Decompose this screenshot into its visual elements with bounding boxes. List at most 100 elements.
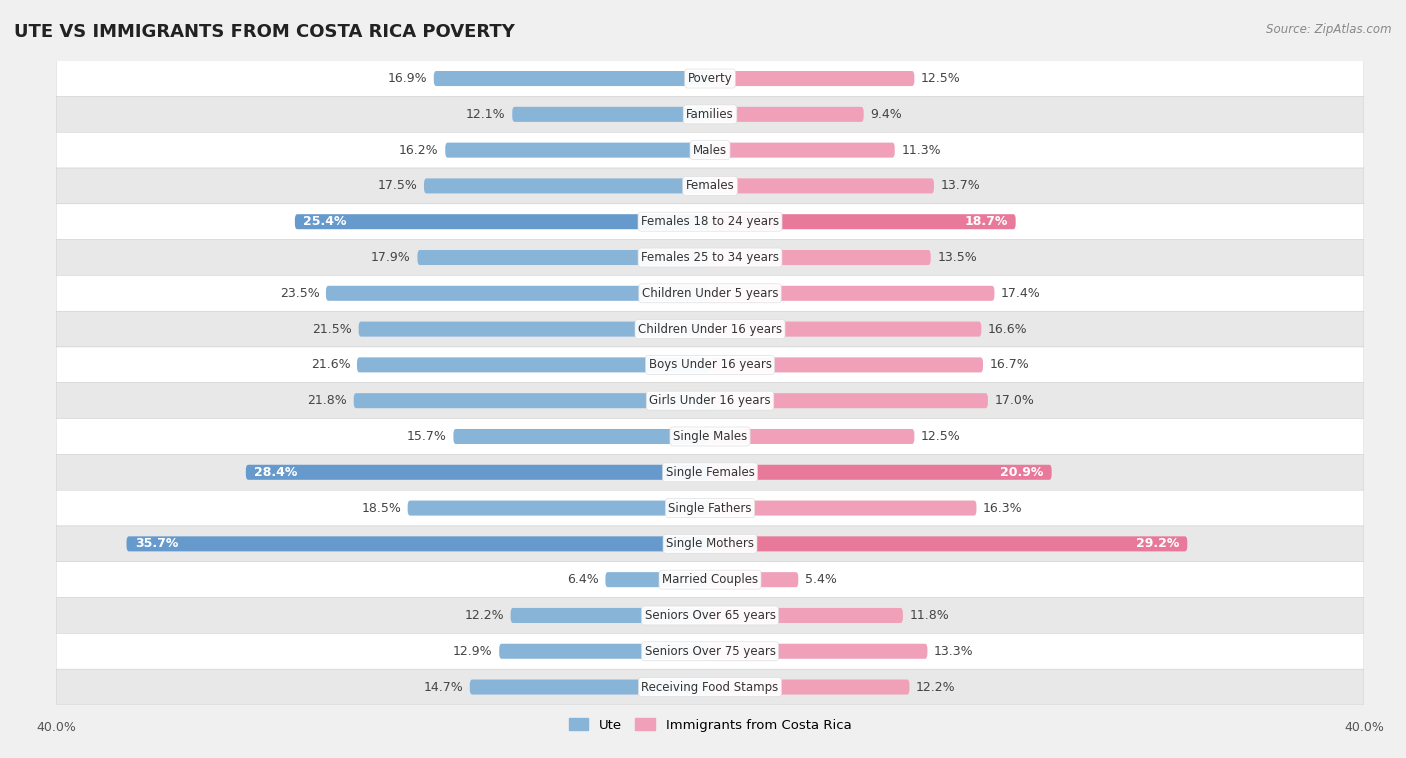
FancyBboxPatch shape xyxy=(710,429,914,444)
Text: 18.7%: 18.7% xyxy=(965,215,1008,228)
FancyBboxPatch shape xyxy=(357,357,710,372)
Text: 12.5%: 12.5% xyxy=(921,430,960,443)
Text: Single Females: Single Females xyxy=(665,465,755,479)
FancyBboxPatch shape xyxy=(499,644,710,659)
Legend: Ute, Immigrants from Costa Rica: Ute, Immigrants from Costa Rica xyxy=(564,713,856,737)
Text: Children Under 5 years: Children Under 5 years xyxy=(641,287,779,300)
Text: 28.4%: 28.4% xyxy=(254,465,298,479)
Text: 17.0%: 17.0% xyxy=(994,394,1035,407)
FancyBboxPatch shape xyxy=(56,347,1364,383)
Text: 35.7%: 35.7% xyxy=(135,537,179,550)
FancyBboxPatch shape xyxy=(710,107,863,122)
FancyBboxPatch shape xyxy=(56,383,1364,418)
Text: 18.5%: 18.5% xyxy=(361,502,401,515)
Text: 16.9%: 16.9% xyxy=(388,72,427,85)
FancyBboxPatch shape xyxy=(295,215,710,229)
FancyBboxPatch shape xyxy=(606,572,710,587)
Text: 12.5%: 12.5% xyxy=(921,72,960,85)
Text: 13.7%: 13.7% xyxy=(941,180,980,193)
Text: Males: Males xyxy=(693,143,727,157)
FancyBboxPatch shape xyxy=(56,240,1364,275)
Text: 13.3%: 13.3% xyxy=(934,645,973,658)
Text: UTE VS IMMIGRANTS FROM COSTA RICA POVERTY: UTE VS IMMIGRANTS FROM COSTA RICA POVERT… xyxy=(14,23,515,41)
FancyBboxPatch shape xyxy=(354,393,710,409)
FancyBboxPatch shape xyxy=(56,132,1364,168)
FancyBboxPatch shape xyxy=(56,275,1364,312)
Text: 9.4%: 9.4% xyxy=(870,108,903,121)
FancyBboxPatch shape xyxy=(453,429,710,444)
FancyBboxPatch shape xyxy=(56,669,1364,705)
FancyBboxPatch shape xyxy=(56,204,1364,240)
FancyBboxPatch shape xyxy=(127,537,710,551)
Text: 25.4%: 25.4% xyxy=(304,215,346,228)
Text: 23.5%: 23.5% xyxy=(280,287,319,300)
FancyBboxPatch shape xyxy=(446,143,710,158)
Text: 15.7%: 15.7% xyxy=(406,430,447,443)
Text: Married Couples: Married Couples xyxy=(662,573,758,586)
Text: 13.5%: 13.5% xyxy=(938,251,977,264)
Text: Children Under 16 years: Children Under 16 years xyxy=(638,323,782,336)
FancyBboxPatch shape xyxy=(246,465,710,480)
FancyBboxPatch shape xyxy=(434,71,710,86)
FancyBboxPatch shape xyxy=(710,608,903,623)
Text: Single Mothers: Single Mothers xyxy=(666,537,754,550)
FancyBboxPatch shape xyxy=(326,286,710,301)
FancyBboxPatch shape xyxy=(710,465,1052,480)
FancyBboxPatch shape xyxy=(56,490,1364,526)
Text: 17.5%: 17.5% xyxy=(378,180,418,193)
FancyBboxPatch shape xyxy=(510,608,710,623)
Text: Females 25 to 34 years: Females 25 to 34 years xyxy=(641,251,779,264)
Text: Girls Under 16 years: Girls Under 16 years xyxy=(650,394,770,407)
FancyBboxPatch shape xyxy=(710,178,934,193)
FancyBboxPatch shape xyxy=(56,418,1364,454)
Text: 29.2%: 29.2% xyxy=(1136,537,1180,550)
Text: Females: Females xyxy=(686,180,734,193)
FancyBboxPatch shape xyxy=(425,178,710,193)
FancyBboxPatch shape xyxy=(710,215,1015,229)
Text: 16.2%: 16.2% xyxy=(399,143,439,157)
Text: 21.8%: 21.8% xyxy=(308,394,347,407)
FancyBboxPatch shape xyxy=(710,143,894,158)
Text: 12.9%: 12.9% xyxy=(453,645,492,658)
Text: 11.3%: 11.3% xyxy=(901,143,941,157)
FancyBboxPatch shape xyxy=(710,572,799,587)
Text: Receiving Food Stamps: Receiving Food Stamps xyxy=(641,681,779,694)
FancyBboxPatch shape xyxy=(512,107,710,122)
Text: 12.2%: 12.2% xyxy=(915,681,956,694)
FancyBboxPatch shape xyxy=(56,634,1364,669)
Text: Single Fathers: Single Fathers xyxy=(668,502,752,515)
FancyBboxPatch shape xyxy=(56,96,1364,132)
Text: Boys Under 16 years: Boys Under 16 years xyxy=(648,359,772,371)
Text: 12.1%: 12.1% xyxy=(467,108,506,121)
FancyBboxPatch shape xyxy=(359,321,710,337)
Text: 21.5%: 21.5% xyxy=(312,323,352,336)
FancyBboxPatch shape xyxy=(418,250,710,265)
FancyBboxPatch shape xyxy=(56,526,1364,562)
Text: 16.7%: 16.7% xyxy=(990,359,1029,371)
FancyBboxPatch shape xyxy=(710,286,994,301)
Text: 6.4%: 6.4% xyxy=(567,573,599,586)
FancyBboxPatch shape xyxy=(710,679,910,694)
FancyBboxPatch shape xyxy=(470,679,710,694)
FancyBboxPatch shape xyxy=(56,61,1364,96)
FancyBboxPatch shape xyxy=(56,312,1364,347)
FancyBboxPatch shape xyxy=(56,597,1364,634)
FancyBboxPatch shape xyxy=(710,250,931,265)
FancyBboxPatch shape xyxy=(56,454,1364,490)
Text: Families: Families xyxy=(686,108,734,121)
Text: Females 18 to 24 years: Females 18 to 24 years xyxy=(641,215,779,228)
FancyBboxPatch shape xyxy=(710,500,976,515)
Text: 16.6%: 16.6% xyxy=(988,323,1028,336)
Text: 20.9%: 20.9% xyxy=(1000,465,1043,479)
Text: Seniors Over 75 years: Seniors Over 75 years xyxy=(644,645,776,658)
Text: 5.4%: 5.4% xyxy=(804,573,837,586)
Text: Poverty: Poverty xyxy=(688,72,733,85)
Text: 14.7%: 14.7% xyxy=(423,681,463,694)
Text: 12.2%: 12.2% xyxy=(464,609,505,622)
Text: 11.8%: 11.8% xyxy=(910,609,949,622)
FancyBboxPatch shape xyxy=(710,71,914,86)
FancyBboxPatch shape xyxy=(710,321,981,337)
FancyBboxPatch shape xyxy=(408,500,710,515)
Text: Source: ZipAtlas.com: Source: ZipAtlas.com xyxy=(1267,23,1392,36)
Text: 17.9%: 17.9% xyxy=(371,251,411,264)
